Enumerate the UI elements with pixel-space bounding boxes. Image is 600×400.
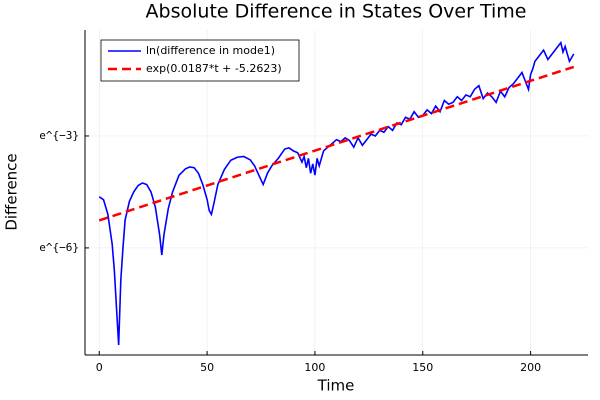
x-axis-label: Time xyxy=(317,377,355,395)
y-tick-label: e^{−6} xyxy=(39,241,79,254)
x-tick-label: 0 xyxy=(96,361,103,374)
y-axis-label: Difference xyxy=(3,153,21,230)
x-tick-label: 50 xyxy=(200,361,214,374)
legend-label: ln(difference in mode1) xyxy=(146,44,275,57)
line-series xyxy=(98,40,575,345)
legend-box xyxy=(100,39,300,82)
y-tick-label: e^{−3} xyxy=(39,129,79,142)
x-tick-label: 200 xyxy=(520,361,541,374)
chart-title: Absolute Difference in States Over Time xyxy=(146,1,527,23)
legend-label: exp(0.0187*t + -5.2623) xyxy=(146,62,282,75)
line-series xyxy=(98,65,575,222)
x-tick-label: 150 xyxy=(412,361,433,374)
x-tick-label: 100 xyxy=(304,361,325,374)
